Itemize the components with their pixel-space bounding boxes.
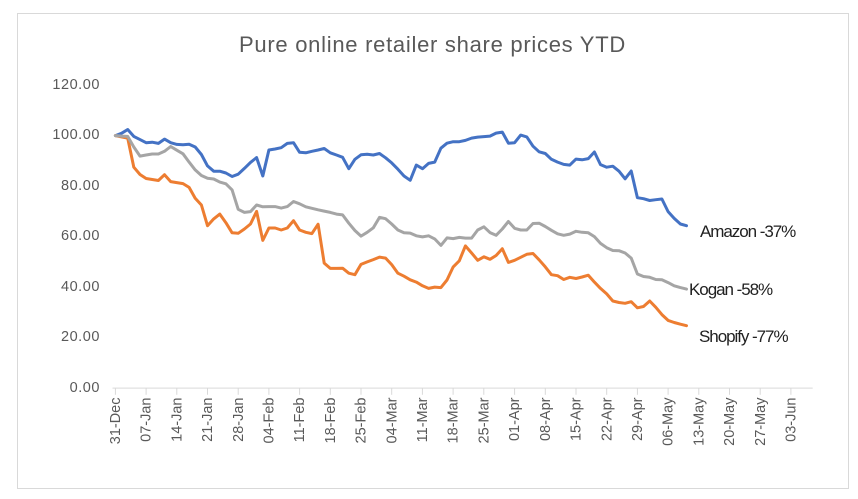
svg-text:03-Jun: 03-Jun (784, 398, 800, 442)
svg-text:08-Apr: 08-Apr (538, 397, 554, 441)
svg-text:29-Apr: 29-Apr (630, 397, 646, 441)
svg-text:28-Jan: 28-Jan (231, 398, 247, 442)
svg-text:11-Feb: 11-Feb (292, 398, 308, 443)
svg-text:15-Apr: 15-Apr (569, 397, 585, 441)
svg-text:18-Mar: 18-Mar (446, 397, 462, 443)
svg-text:31-Dec: 31-Dec (108, 398, 124, 445)
svg-text:11-Mar: 11-Mar (415, 397, 431, 442)
svg-text:13-May: 13-May (691, 397, 707, 446)
svg-text:21-Jan: 21-Jan (200, 398, 216, 442)
svg-text:07-Jan: 07-Jan (139, 398, 155, 442)
svg-text:06-May: 06-May (661, 397, 677, 446)
svg-text:20-May: 20-May (722, 397, 738, 446)
svg-text:27-May: 27-May (753, 397, 769, 446)
svg-text:25-Mar: 25-Mar (476, 397, 492, 443)
svg-text:14-Jan: 14-Jan (169, 398, 185, 442)
svg-text:18-Feb: 18-Feb (323, 398, 339, 444)
svg-text:04-Feb: 04-Feb (262, 398, 278, 444)
svg-text:22-Apr: 22-Apr (599, 397, 615, 441)
svg-text:01-Apr: 01-Apr (507, 397, 523, 441)
svg-text:25-Feb: 25-Feb (354, 398, 370, 444)
svg-text:04-Mar: 04-Mar (384, 397, 400, 443)
